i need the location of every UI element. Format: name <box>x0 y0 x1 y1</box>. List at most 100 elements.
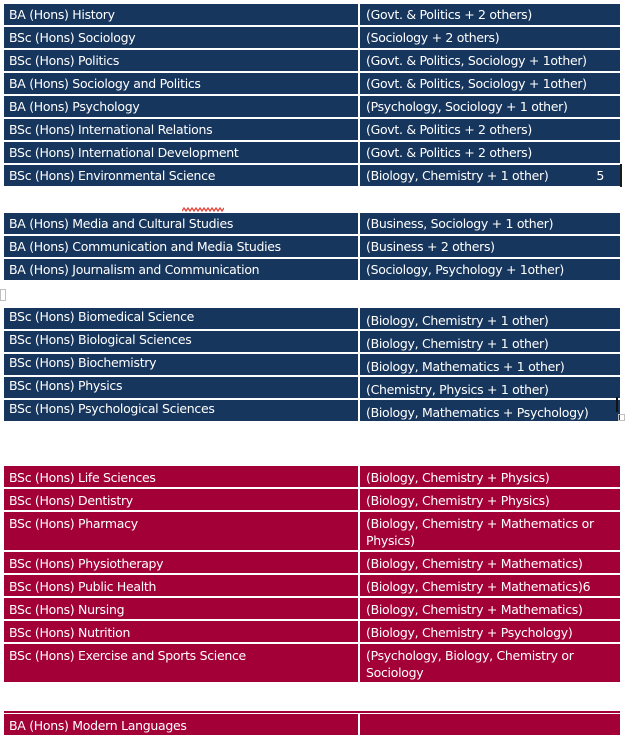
degree-table-sciences: BSc (Hons) Biomedical Science (Biology, … <box>4 308 620 423</box>
bracket-artifact-right <box>618 414 625 421</box>
course-cell[interactable]: BA (Hons) Media and Cultural Studies <box>4 213 360 234</box>
requirements-text: (Sociology + 2 others) <box>366 30 500 45</box>
course-cell[interactable]: BSc (Hons) International Development <box>4 142 360 163</box>
table-row: BSc (Hons) Biological Sciences (Biology,… <box>4 331 620 354</box>
course-cell[interactable]: BSc (Hons) Biomedical Science <box>4 308 360 329</box>
course-cell[interactable]: BSc (Hons) Life Sciences <box>4 466 360 487</box>
requirements-text: (Biology, Chemistry + Psychology) <box>366 625 573 640</box>
requirements-cell[interactable]: (Govt. & Politics, Sociology + 1other) <box>360 73 620 94</box>
table-row: BA (Hons) Sociology and Politics (Govt. … <box>4 73 620 96</box>
table-row: BA (Hons) History (Govt. & Politics + 2 … <box>4 4 620 27</box>
requirements-cell[interactable]: (Biology, Chemistry + Mathematics) <box>360 552 620 573</box>
requirements-cell[interactable] <box>360 714 620 735</box>
requirements-text: (Biology, Chemistry + Mathematics) <box>366 602 583 617</box>
requirements-text: (Sociology, Psychology + 1other) <box>366 262 564 277</box>
requirements-text: (Biology, Mathematics + 1 other) <box>366 359 565 374</box>
requirements-cell[interactable]: (Govt. & Politics + 2 others) <box>360 142 620 163</box>
requirements-cell[interactable]: (Business, Sociology + 1 other) <box>360 213 620 234</box>
requirements-text: (Biology, Chemistry + Physics) <box>366 493 550 508</box>
course-cell[interactable]: BSc (Hons) Exercise and Sports Science <box>4 644 360 682</box>
requirements-text: (Business, Sociology + 1 other) <box>366 216 554 231</box>
table-row: BSc (Hons) Exercise and Sports Science (… <box>4 644 620 684</box>
row-edge-artifact <box>620 164 622 187</box>
course-cell[interactable]: BSc (Hons) Sociology <box>4 27 360 48</box>
table-row: BSc (Hons) Physics (Chemistry, Physics +… <box>4 377 620 400</box>
table-row: BA (Hons) Psychology (Psychology, Sociol… <box>4 96 620 119</box>
course-cell[interactable]: BA (Hons) Modern Languages <box>4 714 360 735</box>
table-row: BSc (Hons) International Development (Go… <box>4 142 620 165</box>
requirements-text: (Biology, Chemistry + 1 other) <box>366 313 549 328</box>
degree-table-health: BSc (Hons) Life Sciences (Biology, Chemi… <box>4 466 620 684</box>
requirements-text: (Govt. & Politics + 2 others) <box>366 145 532 160</box>
table-row: BSc (Hons) Nursing (Biology, Chemistry +… <box>4 598 620 621</box>
requirements-cell[interactable]: (Biology, Mathematics + Psychology) <box>360 400 620 421</box>
course-cell[interactable]: BSc (Hons) Dentistry <box>4 489 360 510</box>
table-top-border-line <box>4 711 620 713</box>
requirements-cell[interactable]: (Psychology, Sociology + 1 other) <box>360 96 620 117</box>
requirements-cell[interactable]: (Psychology, Biology, Chemistry or Socio… <box>360 644 620 682</box>
requirements-cell[interactable]: (Business + 2 others) <box>360 236 620 257</box>
course-cell[interactable]: BA (Hons) Sociology and Politics <box>4 73 360 94</box>
requirements-cell[interactable]: (Biology, Chemistry + 1 other) 5 <box>360 165 620 186</box>
table-row: BA (Hons) Media and Cultural Studies (Bu… <box>4 213 620 236</box>
requirements-cell[interactable]: (Chemistry, Physics + 1 other) <box>360 377 620 398</box>
requirements-cell[interactable]: (Biology, Mathematics + 1 other) <box>360 354 620 375</box>
requirements-text: (Biology, Chemistry + Mathematics or Phy… <box>366 516 594 548</box>
requirements-text: (Psychology, Biology, Chemistry or Socio… <box>366 648 574 680</box>
course-cell[interactable]: BSc (Hons) Physiotherapy <box>4 552 360 573</box>
requirements-cell[interactable]: (Biology, Chemistry + Mathematics or Phy… <box>360 512 620 550</box>
course-cell[interactable]: BA (Hons) Psychology <box>4 96 360 117</box>
table-row: BSc (Hons) Sociology (Sociology + 2 othe… <box>4 27 620 50</box>
requirements-cell[interactable]: (Govt. & Politics + 2 others) <box>360 119 620 140</box>
requirements-text: (Govt. & Politics + 2 others) <box>366 7 532 22</box>
degree-table-languages: BA (Hons) Modern Languages <box>4 714 620 736</box>
requirements-cell[interactable]: (Sociology + 2 others) <box>360 27 620 48</box>
course-cell[interactable]: BSc (Hons) Nursing <box>4 598 360 619</box>
requirements-cell[interactable]: (Biology, Chemistry + Physics) <box>360 466 620 487</box>
table-row: BA (Hons) Communication and Media Studie… <box>4 236 620 259</box>
table-row: BSc (Hons) Biomedical Science (Biology, … <box>4 308 620 331</box>
course-cell[interactable]: BSc (Hons) Physics <box>4 377 360 398</box>
course-cell[interactable]: BSc (Hons) Pharmacy <box>4 512 360 550</box>
table-row: BA (Hons) Modern Languages <box>4 714 620 736</box>
degree-table-social-sciences: BA (Hons) History (Govt. & Politics + 2 … <box>4 4 620 188</box>
table-row: BSc (Hons) Environmental Science (Biolog… <box>4 165 620 188</box>
course-cell[interactable]: BSc (Hons) Biological Sciences <box>4 331 360 352</box>
spellcheck-squiggle-icon <box>182 207 224 212</box>
course-cell[interactable]: BSc (Hons) Public Health <box>4 575 360 596</box>
table-row: BSc (Hons) International Relations (Govt… <box>4 119 620 142</box>
course-cell[interactable]: BSc (Hons) Biochemistry <box>4 354 360 375</box>
course-cell[interactable]: BA (Hons) Communication and Media Studie… <box>4 236 360 257</box>
requirements-cell[interactable]: (Biology, Chemistry + 1 other) <box>360 331 620 352</box>
table-row: BSc (Hons) Life Sciences (Biology, Chemi… <box>4 466 620 489</box>
requirements-cell[interactable]: (Biology, Chemistry + Mathematics)6 <box>360 575 620 596</box>
bracket-artifact-left <box>0 289 6 301</box>
requirements-cell[interactable]: (Govt. & Politics + 2 others) <box>360 4 620 25</box>
course-cell[interactable]: BSc (Hons) Politics <box>4 50 360 71</box>
degree-table-media: BA (Hons) Media and Cultural Studies (Bu… <box>4 213 620 282</box>
requirements-text: (Govt. & Politics, Sociology + 1other) <box>366 53 587 68</box>
requirements-cell[interactable]: (Biology, Chemistry + Physics) <box>360 489 620 510</box>
course-cell[interactable]: BSc (Hons) Nutrition <box>4 621 360 642</box>
requirements-cell[interactable]: (Biology, Chemistry + Mathematics) <box>360 598 620 619</box>
footnote-marker: 5 <box>596 168 604 183</box>
course-cell[interactable]: BA (Hons) History <box>4 4 360 25</box>
table-row: BA (Hons) Journalism and Communication (… <box>4 259 620 282</box>
requirements-cell[interactable]: (Biology, Chemistry + Psychology) <box>360 621 620 642</box>
requirements-cell[interactable]: (Biology, Chemistry + 1 other) <box>360 308 620 329</box>
requirements-text: (Biology, Chemistry + 1 other) <box>366 168 549 183</box>
course-cell[interactable]: BSc (Hons) International Relations <box>4 119 360 140</box>
course-cell[interactable]: BSc (Hons) Environmental Science <box>4 165 360 186</box>
requirements-text: (Biology, Mathematics + Psychology) <box>366 405 589 420</box>
table-row: BSc (Hons) Public Health (Biology, Chemi… <box>4 575 620 598</box>
requirements-text: (Govt. & Politics, Sociology + 1other) <box>366 76 587 91</box>
requirements-text: (Govt. & Politics + 2 others) <box>366 122 532 137</box>
course-cell[interactable]: BSc (Hons) Psychological Sciences <box>4 400 360 421</box>
requirements-text: (Biology, Chemistry + Mathematics) <box>366 556 583 571</box>
requirements-text: (Business + 2 others) <box>366 239 495 254</box>
requirements-cell[interactable]: (Sociology, Psychology + 1other) <box>360 259 620 280</box>
requirements-cell[interactable]: (Govt. & Politics, Sociology + 1other) <box>360 50 620 71</box>
course-cell[interactable]: BA (Hons) Journalism and Communication <box>4 259 360 280</box>
requirements-text: (Biology, Chemistry + Physics) <box>366 470 550 485</box>
